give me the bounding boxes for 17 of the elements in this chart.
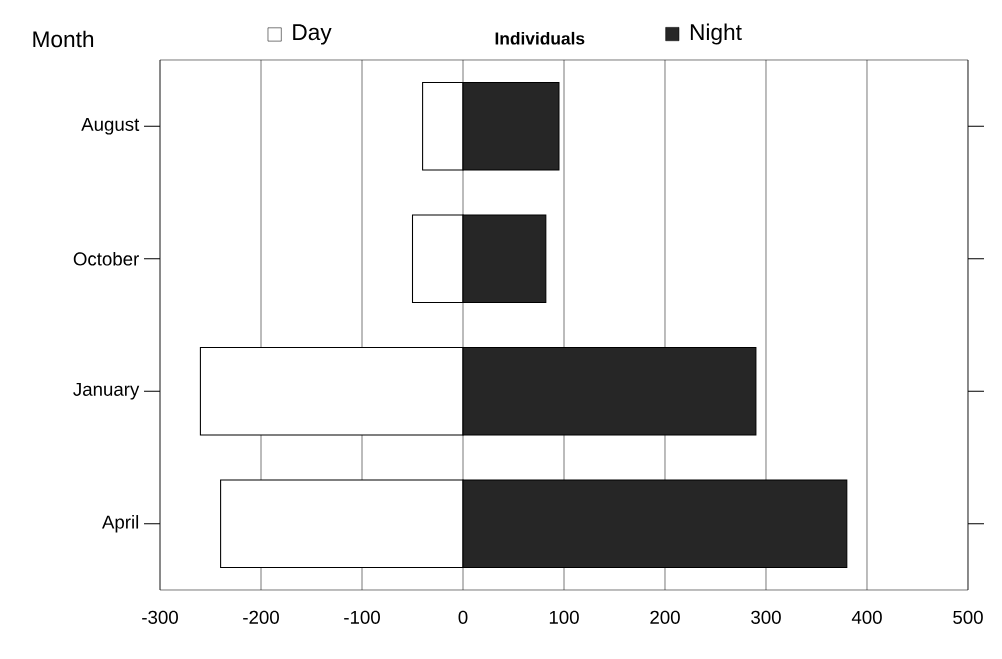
y-axis-title: Month xyxy=(33,30,94,48)
x-axis-title: Individuals xyxy=(495,31,585,45)
y-tick-label: October xyxy=(73,251,139,266)
x-tick-label: 500 xyxy=(953,610,983,624)
legend-label: Night xyxy=(690,23,742,45)
legend-label: Day xyxy=(293,24,332,45)
y-tick-label: August xyxy=(81,117,140,135)
x-tick-label: -100 xyxy=(344,610,380,624)
x-tick-label: 100 xyxy=(549,610,579,624)
x-tick-label: 200 xyxy=(650,610,680,624)
y-tick-label: April xyxy=(102,515,139,533)
x-tick-label: 300 xyxy=(751,610,781,624)
y-tick-label: January xyxy=(73,382,140,400)
x-tick-label: 400 xyxy=(851,610,882,624)
x-tick-label: -200 xyxy=(243,610,279,624)
x-tick-label: 0 xyxy=(458,610,468,624)
x-tick-label: -300 xyxy=(142,610,178,624)
